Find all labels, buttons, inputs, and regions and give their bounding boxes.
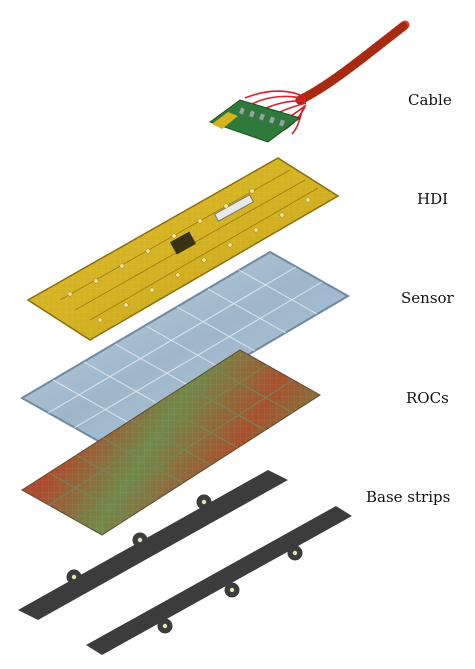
label-hdi: HDI <box>417 190 448 208</box>
label-base-strips: Base strips <box>366 488 450 506</box>
cable-layer <box>210 25 405 142</box>
label-rocs: ROCs <box>406 389 449 407</box>
label-sensor: Sensor <box>401 289 454 307</box>
base-strip-lower <box>86 506 352 655</box>
label-cable: Cable <box>408 91 452 109</box>
